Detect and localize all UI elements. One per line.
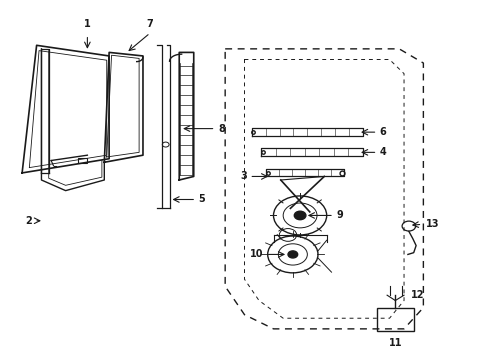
Text: 11: 11 xyxy=(388,338,401,348)
Text: 7: 7 xyxy=(146,19,153,29)
Text: 1: 1 xyxy=(84,19,91,30)
Text: 9: 9 xyxy=(336,211,343,220)
Text: 3: 3 xyxy=(240,171,246,181)
Text: 12: 12 xyxy=(410,290,424,300)
Text: 6: 6 xyxy=(379,127,386,137)
Circle shape xyxy=(287,251,297,258)
Bar xyxy=(78,158,87,163)
Bar xyxy=(377,307,413,330)
Text: 5: 5 xyxy=(198,194,205,204)
Text: 8: 8 xyxy=(218,123,224,134)
Text: 13: 13 xyxy=(425,219,438,229)
Text: 4: 4 xyxy=(379,147,386,157)
Text: 2: 2 xyxy=(25,216,32,226)
Circle shape xyxy=(294,211,305,220)
Text: 10: 10 xyxy=(250,249,264,260)
